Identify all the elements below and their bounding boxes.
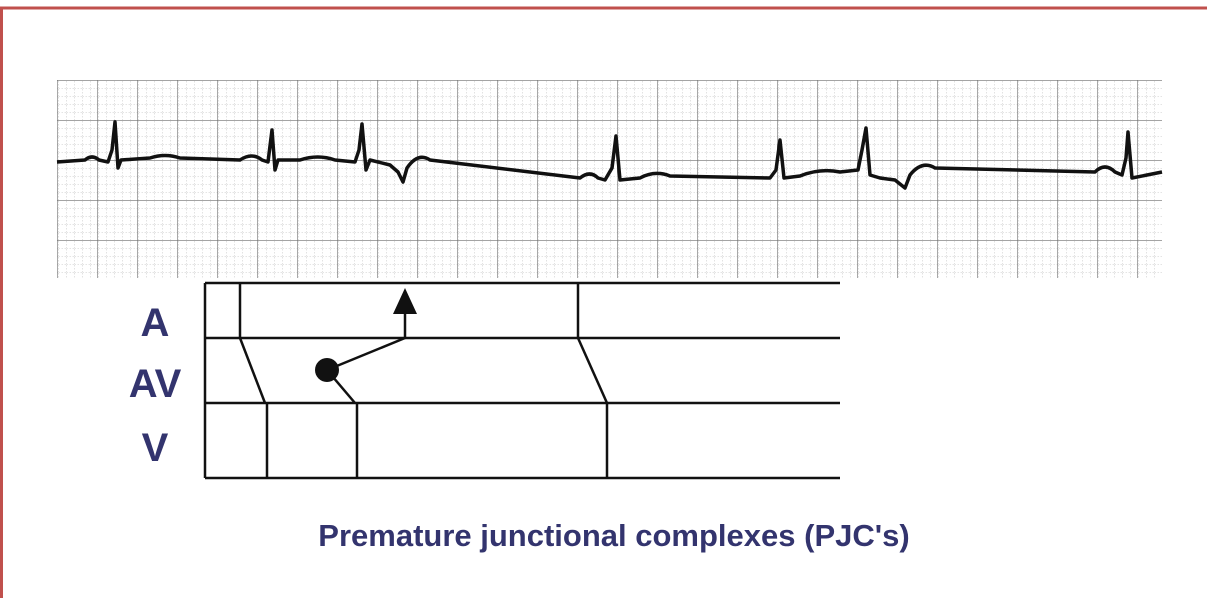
caption: Premature junctional complexes (PJC's) bbox=[318, 518, 909, 553]
tier-label: A bbox=[141, 301, 170, 345]
ectopic-focus bbox=[315, 358, 339, 382]
ecg-trace bbox=[56, 120, 1163, 190]
tier-label: V bbox=[142, 426, 169, 470]
tier-label: AV bbox=[129, 362, 182, 406]
ladder-diagram bbox=[203, 281, 840, 480]
frame-border bbox=[0, 6, 1207, 598]
arrowhead bbox=[393, 288, 417, 314]
ecg-grid bbox=[57, 80, 1162, 278]
